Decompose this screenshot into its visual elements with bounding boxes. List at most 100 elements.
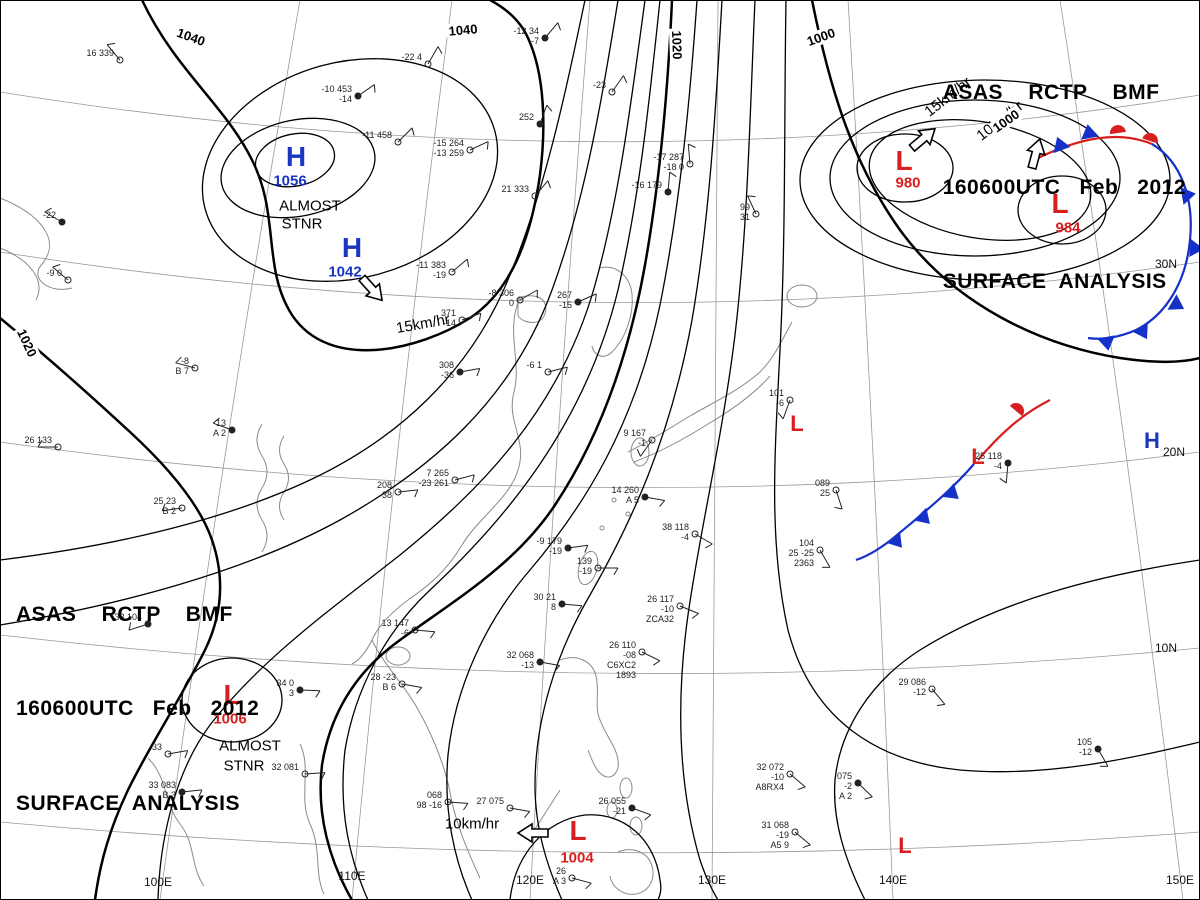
station-plot: 29 086-12: [898, 677, 946, 707]
station-reading: 13: [216, 418, 226, 428]
station-reading: 99: [740, 202, 750, 212]
station-reading: 31 068: [761, 820, 789, 830]
station-reading: 105: [1077, 737, 1092, 747]
station-reading: -12 34: [513, 26, 539, 36]
station-reading: -12: [913, 687, 926, 697]
station-reading: B 2: [162, 506, 176, 516]
station-reading: -18 0: [663, 162, 684, 172]
station-reading: -23: [593, 80, 606, 90]
station-plot: 25 23B 2: [153, 496, 186, 516]
station-reading: -9 0: [46, 268, 62, 278]
station-reading: -10: [661, 604, 674, 614]
station-reading: 33 083: [148, 780, 176, 790]
station-reading: 31: [740, 212, 750, 222]
station-plot: 252: [519, 104, 553, 128]
station-plot: 38 118-4: [662, 522, 713, 549]
station-reading: 30 21: [533, 592, 556, 602]
station-reading: 13 147: [381, 618, 409, 628]
station-plot: -8B 7: [175, 356, 199, 376]
station-reading: 101: [769, 388, 784, 398]
station-reading: 38 118: [662, 522, 689, 532]
movement-arrow-low-984: [1025, 137, 1047, 171]
product-name: SURFACE ANALYSIS: [942, 270, 1167, 293]
station-reading: 98 -16: [416, 800, 442, 810]
station-reading: 1893: [616, 670, 636, 680]
station-reading: 371: [441, 308, 456, 318]
station-reading: -22 4: [401, 52, 422, 62]
station-reading: -22: [43, 210, 56, 220]
station-reading: 104: [799, 538, 814, 548]
station-plot: 26A 3: [553, 866, 592, 890]
station-reading: -11 383: [416, 260, 446, 270]
station-plot: -17 287-18 0: [653, 143, 696, 172]
station-reading: -08: [623, 650, 636, 660]
title-block-bottom-left: ASAS RCTP BMF 160600UTC Feb 2012 SURFACE…: [16, 536, 259, 883]
movement-arrow-low-980: [908, 127, 937, 153]
station-plot: -6 1: [526, 360, 568, 376]
station-reading: -15: [559, 300, 572, 310]
station-plot: 21 333: [501, 180, 552, 200]
station-plot: 371-14: [441, 308, 482, 328]
station-plot: 16 339: [86, 42, 124, 64]
station-reading: -15 264: [433, 138, 464, 148]
station-reading: 28 -23: [370, 672, 396, 682]
station-reading: 29 086: [898, 677, 926, 687]
station-reading: 26: [556, 866, 566, 876]
station-reading: -4: [681, 532, 689, 542]
movement-arrow-high-1042: [357, 274, 384, 302]
station-plot: 13 147-6: [381, 618, 436, 639]
station-reading: A 5: [626, 495, 639, 505]
movement-arrow-low-1004: [516, 822, 549, 844]
station-reading: -10: [771, 772, 784, 782]
station-reading: 14 260: [611, 485, 639, 495]
weather-fronts: [855, 124, 1200, 562]
station-reading: A 2: [839, 791, 852, 801]
station-reading: -13: [521, 660, 534, 670]
station-plot: -10 453-14: [321, 84, 376, 104]
station-reading: 25: [820, 488, 830, 498]
warm-front-symbols: [1009, 125, 1158, 417]
station-plot: -23: [593, 75, 628, 96]
station-reading: 139: [577, 556, 592, 566]
station-reading: B 3: [162, 790, 176, 800]
station-plot: -22: [43, 207, 66, 226]
station-reading: -10 453: [321, 84, 352, 94]
station-plot: -11 458: [362, 127, 415, 146]
station-reading: -6 1: [526, 360, 542, 370]
station-reading: -12: [1079, 747, 1092, 757]
station-reading: -19: [433, 270, 446, 280]
station-reading: A8RX4: [755, 782, 784, 792]
station-plot: 25 118-4: [975, 451, 1012, 484]
station-reading: 25 118: [975, 451, 1002, 461]
station-reading: -38: [379, 490, 392, 500]
station-plot: 28 -23B 6: [370, 672, 423, 694]
station-reading: 089: [815, 478, 830, 488]
station-reading: C6XC2: [607, 660, 636, 670]
station-plot: 32 081: [271, 762, 326, 780]
station-plot: 33: [152, 742, 189, 759]
station-reading: -19: [776, 830, 789, 840]
station-reading: A 2: [213, 428, 226, 438]
station-plot: 139-19: [577, 556, 619, 576]
station-reading: B 6: [382, 682, 396, 692]
station-plot: 26 133: [24, 435, 62, 451]
station-reading: 2363: [794, 558, 814, 568]
station-plot: 267-15: [557, 290, 597, 310]
product-name: SURFACE ANALYSIS: [16, 791, 240, 815]
valid-time: 160600UTC Feb 2012: [942, 175, 1186, 199]
station-plot: 34 03: [276, 678, 321, 698]
station-reading: 21 333: [501, 184, 529, 194]
station-reading: -9 179: [536, 536, 562, 546]
station-reading: 25 -25: [788, 548, 814, 558]
coastlines: [0, 197, 818, 895]
station-reading: 8: [551, 602, 556, 612]
station-reading: -16 179: [631, 180, 662, 190]
